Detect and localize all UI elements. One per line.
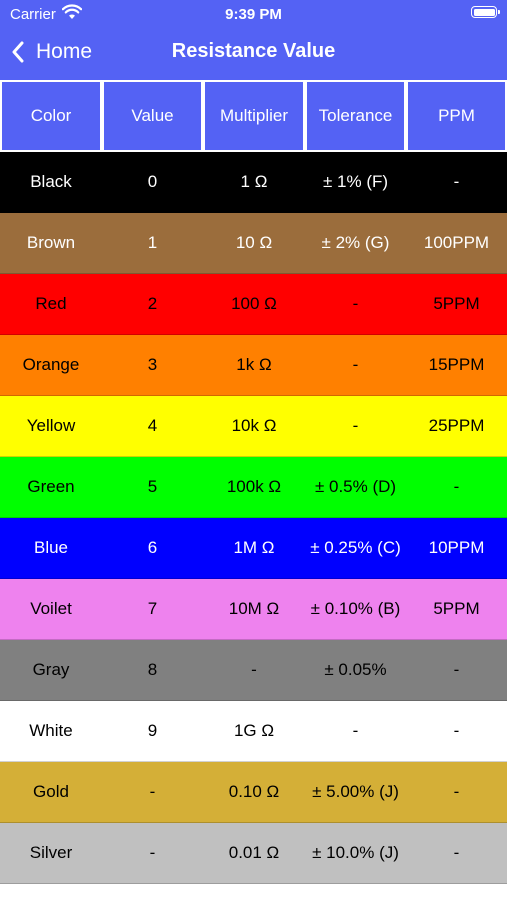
column-header-tolerance: Tolerance: [305, 80, 406, 152]
tolerance-cell: ± 0.10% (B): [310, 599, 401, 618]
value-cell: 0: [147, 172, 158, 191]
multiplier-cell: -: [251, 660, 257, 679]
table-row: Brown 1 10 Ω ± 2% (G) 100PPM: [0, 213, 507, 274]
tolerance-cell: ± 5.00% (J): [312, 782, 399, 801]
table-row: White 9 1G Ω - -: [0, 701, 507, 762]
value-cell: 6: [147, 538, 158, 557]
multiplier-cell: 1k Ω: [236, 355, 272, 374]
multiplier-cell: 100k Ω: [226, 477, 282, 496]
back-button-label: Home: [36, 40, 93, 63]
multiplier-cell: 1 Ω: [240, 172, 268, 191]
back-button[interactable]: Home: [12, 36, 92, 68]
ppm-cell: -: [453, 660, 460, 679]
page-title: Resistance Value: [171, 40, 336, 62]
color-name-cell: Gold: [33, 782, 69, 801]
resistor-color-table: Black 0 1 Ω ± 1% (F) - Brown 1 10 Ω ± 2%…: [0, 152, 507, 884]
value-cell: -: [149, 782, 156, 801]
multiplier-cell: 0.10 Ω: [228, 782, 280, 801]
tolerance-cell: ± 0.5% (D): [314, 477, 397, 496]
color-name-cell: Yellow: [26, 416, 76, 435]
status-time: 9:39 PM: [225, 6, 282, 23]
table-row: Gold - 0.10 Ω ± 5.00% (J) -: [0, 762, 507, 823]
color-name-cell: Orange: [22, 355, 80, 374]
tolerance-cell: ± 2% (G): [321, 233, 390, 252]
value-cell: 5: [147, 477, 158, 496]
table-row: Voilet 7 10M Ω ± 0.10% (B) 5PPM: [0, 579, 507, 640]
tolerance-cell: ± 10.0% (J): [312, 843, 399, 862]
value-cell: 4: [147, 416, 158, 435]
multiplier-cell: 10k Ω: [231, 416, 277, 435]
chevron-left-icon: [12, 41, 24, 63]
ppm-cell: -: [453, 172, 460, 191]
value-cell: 1: [147, 233, 158, 252]
table-row: Blue 6 1M Ω ± 0.25% (C) 10PPM: [0, 518, 507, 579]
wifi-icon: [62, 4, 82, 19]
color-name-cell: Gray: [32, 660, 70, 679]
value-cell: 3: [147, 355, 158, 374]
color-name-cell: Red: [35, 294, 67, 313]
ppm-cell: 5PPM: [433, 599, 480, 618]
multiplier-cell: 100 Ω: [231, 294, 277, 313]
color-name-cell: Voilet: [30, 599, 72, 618]
multiplier-cell: 0.01 Ω: [228, 843, 280, 862]
multiplier-cell: 10M Ω: [228, 599, 280, 618]
ppm-cell: 25PPM: [428, 416, 485, 435]
table-row: Silver - 0.01 Ω ± 10.0% (J) -: [0, 823, 507, 884]
tolerance-cell: ± 0.05%: [324, 660, 387, 679]
value-cell: 2: [147, 294, 158, 313]
battery-icon: [471, 6, 500, 18]
tolerance-cell: -: [352, 355, 359, 374]
color-name-cell: Blue: [33, 538, 69, 557]
color-name-cell: Black: [30, 172, 72, 191]
ppm-cell: 100PPM: [423, 233, 490, 252]
column-header-multiplier: Multiplier: [203, 80, 305, 152]
value-cell: 9: [147, 721, 158, 740]
column-header-ppm: PPM: [406, 80, 507, 152]
tolerance-cell: ± 0.25% (C): [310, 538, 401, 557]
ppm-cell: -: [453, 782, 460, 801]
color-name-cell: Brown: [26, 233, 76, 252]
ppm-cell: 5PPM: [433, 294, 480, 313]
value-cell: 8: [147, 660, 158, 679]
color-name-cell: Silver: [29, 843, 73, 862]
table-row: Gray 8 - ± 0.05% -: [0, 640, 507, 701]
multiplier-cell: 10 Ω: [235, 233, 273, 252]
table-row: Green 5 100k Ω ± 0.5% (D) -: [0, 457, 507, 518]
ppm-cell: -: [453, 843, 460, 862]
ppm-cell: 15PPM: [428, 355, 485, 374]
color-name-cell: Green: [27, 477, 75, 496]
table-row: Orange 3 1k Ω - 15PPM: [0, 335, 507, 396]
value-cell: -: [149, 843, 156, 862]
multiplier-cell: 1G Ω: [233, 721, 275, 740]
tolerance-cell: ± 1% (F): [322, 172, 389, 191]
value-cell: 7: [147, 599, 158, 618]
tolerance-cell: -: [352, 721, 359, 740]
ppm-cell: -: [453, 721, 460, 740]
column-header-value: Value: [102, 80, 203, 152]
carrier-label: Carrier: [10, 6, 56, 23]
table-row: Yellow 4 10k Ω - 25PPM: [0, 396, 507, 457]
ppm-cell: -: [453, 477, 460, 496]
table-row: Red 2 100 Ω - 5PPM: [0, 274, 507, 335]
tolerance-cell: -: [352, 416, 359, 435]
table-header: Color Value Multiplier Tolerance PPM: [0, 80, 507, 152]
ppm-cell: 10PPM: [428, 538, 485, 557]
tolerance-cell: -: [352, 294, 359, 313]
color-name-cell: White: [29, 721, 73, 740]
table-row: Black 0 1 Ω ± 1% (F) -: [0, 152, 507, 213]
multiplier-cell: 1M Ω: [233, 538, 275, 557]
navigation-header: Carrier 9:39 PM Home Resistance Value: [0, 0, 507, 80]
column-header-color: Color: [0, 80, 102, 152]
